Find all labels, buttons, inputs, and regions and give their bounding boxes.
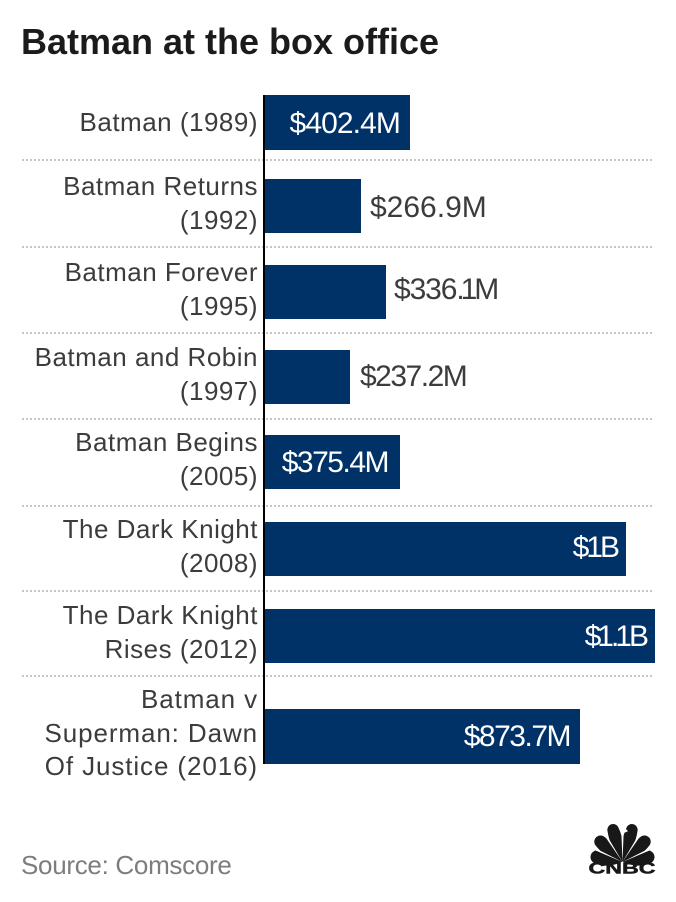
svg-text:CNBC: CNBC (589, 861, 657, 877)
